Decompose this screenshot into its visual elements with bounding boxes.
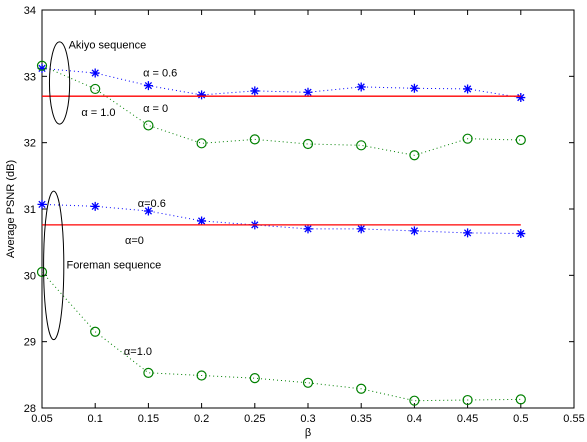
circle-marker: [302, 138, 314, 150]
annotation-akiyo-seq: Akiyo sequence: [69, 39, 147, 51]
y-tick-label: 29: [24, 337, 36, 349]
circle-marker: [409, 150, 420, 161]
x-tick-label: 0.2: [194, 413, 209, 425]
circle-marker: [356, 140, 367, 151]
circle-marker: [36, 60, 48, 71]
circle-marker: [196, 370, 207, 381]
star-marker: [516, 229, 526, 239]
star-marker: [409, 83, 419, 93]
circle-marker: [515, 134, 526, 146]
star-marker: [356, 82, 366, 92]
star-marker: [356, 224, 366, 234]
y-axis-title: Average PSNR (dB): [5, 160, 17, 258]
star-marker: [516, 93, 526, 103]
series-line: [41, 65, 521, 156]
y-tick-label: 34: [24, 5, 36, 17]
annotation-layer: Akiyo sequence α = 0.6 α = 0 α = 1.0 α=0.6 α=…: [43, 39, 177, 358]
x-tick-label: 0.35: [350, 413, 371, 425]
x-tick-label: 0.3: [300, 413, 315, 425]
series-layer: [36, 60, 526, 406]
circle-marker: [143, 367, 154, 378]
star-marker: [463, 228, 473, 238]
annotation-akiyo-a0: α = 0: [143, 103, 168, 115]
series-akiyo-circle: [36, 60, 526, 161]
series-line: [41, 67, 521, 99]
x-tick-label: 0.25: [244, 413, 265, 425]
circle-marker: [143, 120, 154, 131]
x-tick-label: 0.05: [31, 413, 52, 425]
circle-marker: [302, 377, 314, 388]
circle-marker: [356, 383, 367, 394]
annotation-foreman-a06: α=0.6: [138, 198, 166, 210]
circle-marker: [249, 134, 260, 145]
star-marker: [143, 81, 153, 91]
circle-marker: [409, 395, 420, 406]
star-marker: [37, 199, 47, 209]
circle-marker: [196, 138, 207, 149]
circle-marker: [90, 83, 101, 95]
star-marker: [303, 87, 313, 97]
y-tick-label: 30: [24, 270, 36, 282]
circle-marker: [462, 133, 473, 144]
circle-marker: [249, 373, 260, 384]
x-tick-label: 0.5: [513, 413, 528, 425]
circle-marker: [36, 266, 48, 278]
y-tick-label: 33: [24, 71, 36, 83]
plot-area: [41, 9, 575, 409]
star-marker: [197, 90, 207, 100]
star-marker: [143, 206, 153, 216]
star-marker: [250, 86, 260, 96]
star-marker: [90, 68, 100, 78]
circle-marker: [515, 394, 526, 405]
star-marker: [463, 84, 473, 94]
annotation-akiyo-a06: α = 0.6: [143, 67, 177, 79]
annotation-foreman-a1: α=1.0: [124, 346, 152, 358]
x-axis-title: β: [305, 427, 311, 439]
series-line: [41, 271, 521, 402]
annotation-foreman-seq: Foreman sequence: [66, 260, 161, 272]
star-marker: [197, 216, 207, 226]
x-tick-label: 0.55: [563, 413, 584, 425]
annotation-akiyo-a1: α = 1.0: [81, 107, 115, 119]
y-tick-label: 31: [24, 204, 36, 216]
series-line: [41, 203, 521, 234]
star-marker: [37, 63, 47, 73]
y-tick-label: 32: [24, 138, 36, 150]
akiyo-ellipse: [48, 41, 71, 125]
circle-marker: [90, 326, 101, 337]
axis-ticks: 0.05 0.1 0.15 0.2 0.25 0.3 0.35 0.4 0.45 0.5 0.55 2…: [24, 5, 585, 425]
star-marker: [90, 201, 100, 211]
star-marker: [303, 224, 313, 234]
series-akiyo-star: [37, 63, 526, 103]
x-tick-label: 0.4: [407, 413, 422, 425]
series-foreman-circle: [36, 266, 526, 406]
circle-marker: [462, 394, 473, 406]
x-tick-label: 0.15: [138, 413, 159, 425]
foreman-ellipse: [43, 190, 65, 341]
star-marker: [409, 226, 419, 236]
annotation-foreman-a0: α=0: [125, 235, 144, 247]
x-tick-label: 0.1: [88, 413, 103, 425]
y-tick-label: 28: [24, 403, 36, 415]
x-tick-label: 0.45: [457, 413, 478, 425]
